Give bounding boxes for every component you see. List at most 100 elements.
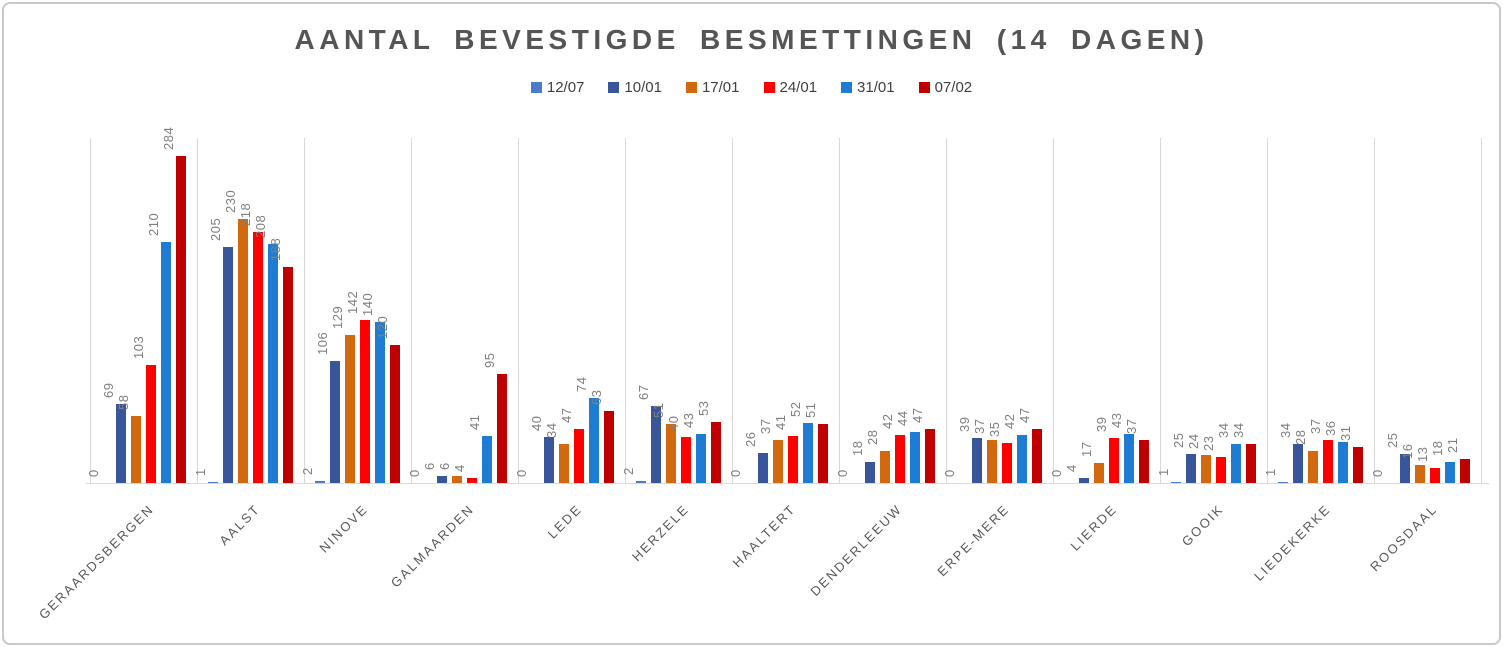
x-axis-line bbox=[86, 483, 1489, 484]
bar bbox=[330, 361, 340, 483]
value-label: 205 bbox=[207, 218, 223, 242]
bar bbox=[1460, 458, 1470, 483]
gridline bbox=[1160, 138, 1161, 483]
bar bbox=[1293, 443, 1303, 483]
value-label: 40 bbox=[528, 415, 544, 431]
value-label: 0 bbox=[1369, 469, 1385, 477]
gridline bbox=[1481, 138, 1482, 483]
bar bbox=[315, 480, 325, 483]
value-label: 0 bbox=[406, 469, 422, 477]
bar bbox=[1323, 440, 1333, 483]
bar bbox=[1445, 462, 1455, 483]
bar bbox=[223, 247, 233, 483]
bar bbox=[1338, 441, 1348, 483]
bar bbox=[390, 345, 400, 483]
value-label: 67 bbox=[635, 384, 651, 400]
value-label: 34 bbox=[1215, 422, 1231, 438]
value-label: 36 bbox=[1322, 420, 1338, 436]
bar bbox=[666, 424, 676, 483]
category-label: HAALTERT bbox=[729, 501, 799, 571]
bar bbox=[161, 241, 171, 483]
value-label: 39 bbox=[956, 416, 972, 433]
category-label: ROOSDAAL bbox=[1367, 501, 1441, 575]
value-label: 17 bbox=[1078, 441, 1094, 458]
value-label: 39 bbox=[1093, 416, 1109, 433]
value-label: 41 bbox=[466, 414, 482, 430]
gridline bbox=[839, 138, 840, 483]
value-label: 0 bbox=[513, 469, 529, 477]
value-label: 1 bbox=[192, 468, 208, 476]
bar bbox=[1231, 443, 1241, 483]
legend-swatch-icon bbox=[685, 82, 697, 93]
bar bbox=[1139, 440, 1149, 483]
value-label: 34 bbox=[1230, 422, 1246, 438]
bar bbox=[146, 364, 156, 483]
value-label: 34 bbox=[543, 422, 559, 438]
bar bbox=[1094, 463, 1104, 483]
bar bbox=[375, 322, 385, 483]
bar bbox=[1186, 454, 1196, 483]
value-label: 53 bbox=[695, 400, 711, 417]
category-label: GOOIK bbox=[1178, 501, 1227, 550]
value-label: 106 bbox=[314, 331, 330, 356]
legend-item: 17/01 bbox=[685, 79, 740, 96]
bar bbox=[238, 218, 248, 483]
bar bbox=[559, 443, 569, 483]
legend-label: 31/01 bbox=[857, 79, 895, 96]
value-label: 47 bbox=[1016, 407, 1032, 423]
bar bbox=[452, 476, 462, 483]
bar bbox=[1308, 450, 1318, 483]
bar bbox=[1032, 428, 1042, 483]
bar bbox=[1278, 481, 1288, 483]
bar bbox=[1017, 434, 1027, 483]
legend-item: 07/02 bbox=[918, 79, 972, 96]
value-label: 42 bbox=[1001, 413, 1017, 429]
value-label: 34 bbox=[1277, 422, 1293, 438]
legend-swatch-icon bbox=[763, 82, 775, 93]
legend-swatch-icon bbox=[918, 82, 930, 93]
category-label: GERAARDSBERGEN bbox=[35, 501, 157, 623]
category-label: LEDE bbox=[544, 501, 585, 542]
bar bbox=[1079, 478, 1089, 483]
bar bbox=[208, 481, 218, 483]
value-label: 37 bbox=[971, 418, 987, 435]
value-label: 129 bbox=[329, 305, 345, 329]
bar bbox=[1201, 455, 1211, 483]
value-label: 47 bbox=[909, 407, 925, 423]
value-label: 51 bbox=[802, 402, 818, 419]
bar bbox=[544, 437, 554, 483]
value-label: 44 bbox=[894, 410, 910, 427]
gridline bbox=[411, 138, 412, 483]
value-label: 35 bbox=[986, 421, 1002, 437]
legend-label: 17/01 bbox=[701, 79, 740, 96]
gridline bbox=[1267, 138, 1268, 483]
value-label: 52 bbox=[787, 401, 803, 418]
bar bbox=[1109, 438, 1119, 483]
value-label: 43 bbox=[1108, 412, 1124, 428]
value-label: 120 bbox=[374, 315, 390, 339]
value-label: 2 bbox=[299, 466, 315, 475]
bar bbox=[758, 453, 768, 483]
chart-title: AANTAL BEVESTIGDE BESMETTINGEN (14 DAGEN… bbox=[294, 24, 1209, 55]
value-label: 0 bbox=[1048, 469, 1064, 477]
category-label: GALMAARDEN bbox=[388, 501, 478, 591]
bar bbox=[880, 450, 890, 483]
legend-item: 10/01 bbox=[608, 79, 662, 96]
value-label: 74 bbox=[573, 376, 589, 392]
gridline bbox=[304, 138, 305, 483]
bar bbox=[497, 373, 507, 483]
value-label: 142 bbox=[344, 290, 360, 314]
value-label: 24 bbox=[1185, 433, 1201, 450]
value-label: 103 bbox=[130, 335, 146, 359]
legend-item: 31/01 bbox=[841, 79, 895, 96]
value-label: 0 bbox=[727, 469, 743, 477]
value-label: 18 bbox=[849, 440, 865, 457]
value-label: 6 bbox=[436, 462, 452, 471]
bar bbox=[1002, 442, 1012, 483]
bar bbox=[1415, 464, 1425, 483]
value-label: 37 bbox=[1123, 418, 1139, 435]
legend-swatch-icon bbox=[841, 82, 853, 93]
value-label: 26 bbox=[742, 431, 758, 448]
value-label: 37 bbox=[757, 418, 773, 435]
